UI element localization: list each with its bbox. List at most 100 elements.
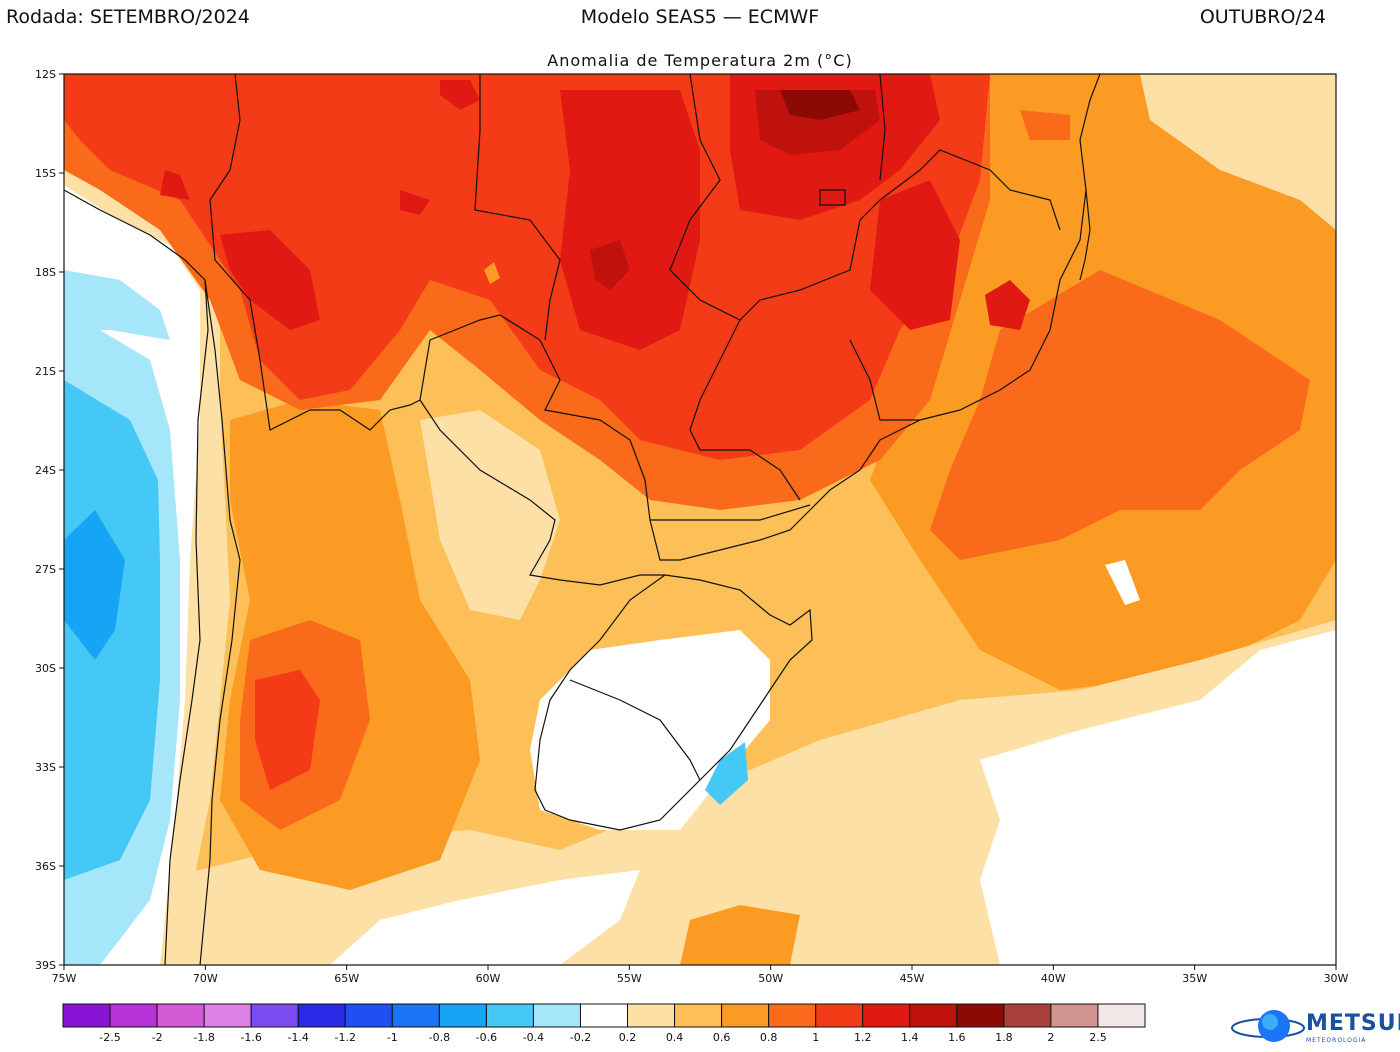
legend-swatch xyxy=(627,1003,676,1028)
legend-swatch xyxy=(344,1003,393,1028)
lat-tick-label: 12S xyxy=(35,68,56,81)
lat-tick-label: 27S xyxy=(35,563,56,576)
legend-swatch xyxy=(909,1003,958,1028)
legend-swatch xyxy=(485,1003,534,1028)
paraguay-border xyxy=(419,399,665,586)
legend-swatch xyxy=(674,1003,723,1028)
lat-tick-label: 33S xyxy=(35,761,56,774)
legend-swatch xyxy=(109,1003,158,1028)
run-date-label: Rodada: SETEMBRO/2024 xyxy=(6,6,250,28)
lon-tick-label: 45W xyxy=(900,972,925,985)
field-deepblue-pacific xyxy=(64,510,125,660)
legend-label: 2 xyxy=(1047,1031,1054,1044)
lat-tick-label: 36S xyxy=(35,860,56,873)
field-pale-ne xyxy=(1140,74,1336,230)
field-pale-chaco xyxy=(420,410,560,620)
legend-swatch xyxy=(1097,1003,1146,1028)
lon-tick-label: 70W xyxy=(193,972,218,985)
color-legend: -2.5 -2 -1.8 -1.6 -1.4 -1.2 -1 -0.8 -0.6 -0.4 -0.2… xyxy=(62,1003,1146,1044)
metsul-logo-icon xyxy=(1231,1010,1305,1042)
field-orange-ne-patch xyxy=(1020,110,1070,140)
state-border-2 xyxy=(669,73,1061,321)
chile-coastline xyxy=(63,189,209,966)
legend-swatch xyxy=(579,1003,629,1028)
legend-swatch xyxy=(1050,1003,1099,1028)
legend-label: -0.8 xyxy=(429,1031,450,1044)
state-border-3 xyxy=(879,73,886,181)
field-white-atlantic xyxy=(1105,560,1140,605)
lat-tick-label: 30S xyxy=(35,662,56,675)
map-frame xyxy=(63,73,1337,966)
legend-label: 0.8 xyxy=(760,1031,778,1044)
legend-swatch xyxy=(532,1003,581,1028)
field-red-patch-4 xyxy=(440,80,480,110)
legend-label: 2.5 xyxy=(1089,1031,1107,1044)
field-maroon-goias xyxy=(780,90,860,120)
field-darkred-central xyxy=(590,240,630,290)
field-orange-speck xyxy=(484,262,500,284)
legend-label: 1.8 xyxy=(995,1031,1013,1044)
legend-label: 1.4 xyxy=(901,1031,919,1044)
legend-label: -1.4 xyxy=(287,1031,308,1044)
legend-label: -0.6 xyxy=(476,1031,497,1044)
field-orange-south xyxy=(680,905,800,965)
legend-label: 1.2 xyxy=(854,1031,872,1044)
legend-swatch xyxy=(203,1003,252,1028)
lat-tick-label: 18S xyxy=(35,266,56,279)
legend-label: -1.2 xyxy=(335,1031,356,1044)
legend-swatch xyxy=(391,1003,440,1028)
state-border-5 xyxy=(849,339,920,421)
forecast-month-label: OUTUBRO/24 xyxy=(1199,6,1326,28)
legend-label: -1.6 xyxy=(240,1031,261,1044)
field-red-patch-2 xyxy=(220,230,320,330)
legend-label: -2.5 xyxy=(99,1031,120,1044)
lat-tick-label: 21S xyxy=(35,365,56,378)
lat-tick-label: 24S xyxy=(35,464,56,477)
legend-swatch xyxy=(250,1003,299,1028)
longitude-ticks: 75W 70W 65W 60W 55W 50W 45W 40W 35W 30W xyxy=(52,965,1349,985)
borders xyxy=(63,73,1101,966)
legend-swatch xyxy=(815,1003,864,1028)
temperature-anomaly-map: 12S 15S 18S 21S 24S 27S 30S 33S 36S 39S 75W 70W 65W… xyxy=(35,68,1349,985)
legend-swatch xyxy=(1003,1003,1052,1028)
legend-label: 1 xyxy=(812,1031,819,1044)
legend-label: -2 xyxy=(152,1031,163,1044)
field-red-patch-3 xyxy=(400,190,430,215)
legend-label: -1 xyxy=(387,1031,398,1044)
field-red-patch-1 xyxy=(160,170,190,200)
model-title: Modelo SEAS5 — ECMWF xyxy=(580,6,820,28)
lon-tick-label: 50W xyxy=(758,972,783,985)
lon-tick-label: 65W xyxy=(334,972,359,985)
legend-swatch xyxy=(297,1003,346,1028)
lon-tick-label: 60W xyxy=(476,972,501,985)
metsul-logo-text: METSUL xyxy=(1306,1011,1400,1036)
field-white-se xyxy=(980,630,1336,965)
coast-east xyxy=(1079,189,1091,281)
legend-swatch xyxy=(438,1003,487,1028)
legend-swatches xyxy=(62,1003,1146,1028)
legend-label: -0.2 xyxy=(570,1031,591,1044)
legend-label: 1.6 xyxy=(948,1031,966,1044)
field-east-core xyxy=(930,270,1310,560)
federal-district xyxy=(819,189,846,206)
legend-swatch xyxy=(768,1003,817,1028)
field-blue-atlantic xyxy=(705,742,748,805)
lon-tick-label: 75W xyxy=(52,972,77,985)
state-border-6 xyxy=(650,504,811,521)
legend-label: 0.4 xyxy=(666,1031,684,1044)
field-red-coast xyxy=(985,280,1030,330)
legend-label: -0.4 xyxy=(523,1031,544,1044)
anomaly-field xyxy=(64,74,1336,965)
metsul-logo-subtext: METEOROLOGIA xyxy=(1306,1037,1367,1044)
legend-swatch xyxy=(862,1003,911,1028)
legend-swatch xyxy=(956,1003,1005,1028)
legend-label: 0.6 xyxy=(713,1031,731,1044)
brazil-border xyxy=(209,73,1101,561)
legend-label: 0.2 xyxy=(619,1031,637,1044)
map-subtitle: Anomalia de Temperatura 2m (°C) xyxy=(547,51,853,70)
legend-swatch xyxy=(721,1003,770,1028)
latitude-ticks: 12S 15S 18S 21S 24S 27S 30S 33S 36S 39S xyxy=(35,68,64,972)
state-border-4 xyxy=(689,319,801,501)
legend-labels: -2.5 -2 -1.8 -1.6 -1.4 -1.2 -1 -0.8 -0.6 -0.4 -0.2… xyxy=(99,1031,1106,1044)
uruguay-border xyxy=(569,679,701,781)
